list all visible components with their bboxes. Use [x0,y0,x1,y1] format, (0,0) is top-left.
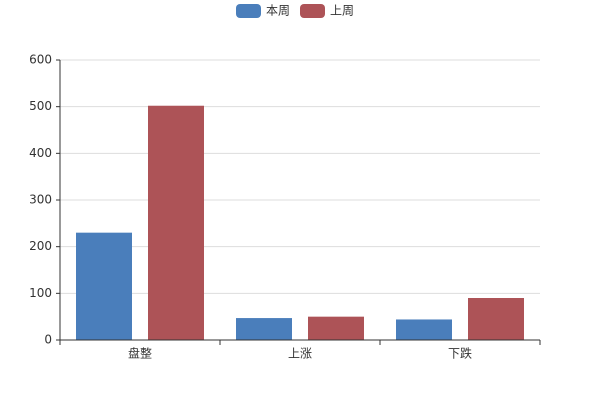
y-tick-label: 100 [29,286,52,300]
legend-swatch [300,4,325,18]
bar [236,318,292,340]
x-tick-label: 下跌 [448,346,472,361]
y-tick-label: 300 [29,193,52,207]
y-tick-label: 400 [29,146,52,160]
legend-label: 本周 [266,4,290,18]
y-tick-label: 600 [29,53,52,67]
bar [148,105,204,340]
y-tick-label: 200 [29,239,52,253]
bar [468,298,524,340]
y-tick-label: 0 [44,333,52,347]
legend-swatch [236,4,261,18]
y-tick-label: 500 [29,99,52,113]
legend: 本周 上周 [236,4,354,18]
x-tick-label: 盘整 [128,346,152,361]
bar [396,319,452,340]
bar [76,232,132,340]
x-tick-label: 上涨 [288,346,312,361]
bar [308,316,364,340]
legend-label: 上周 [330,4,354,18]
